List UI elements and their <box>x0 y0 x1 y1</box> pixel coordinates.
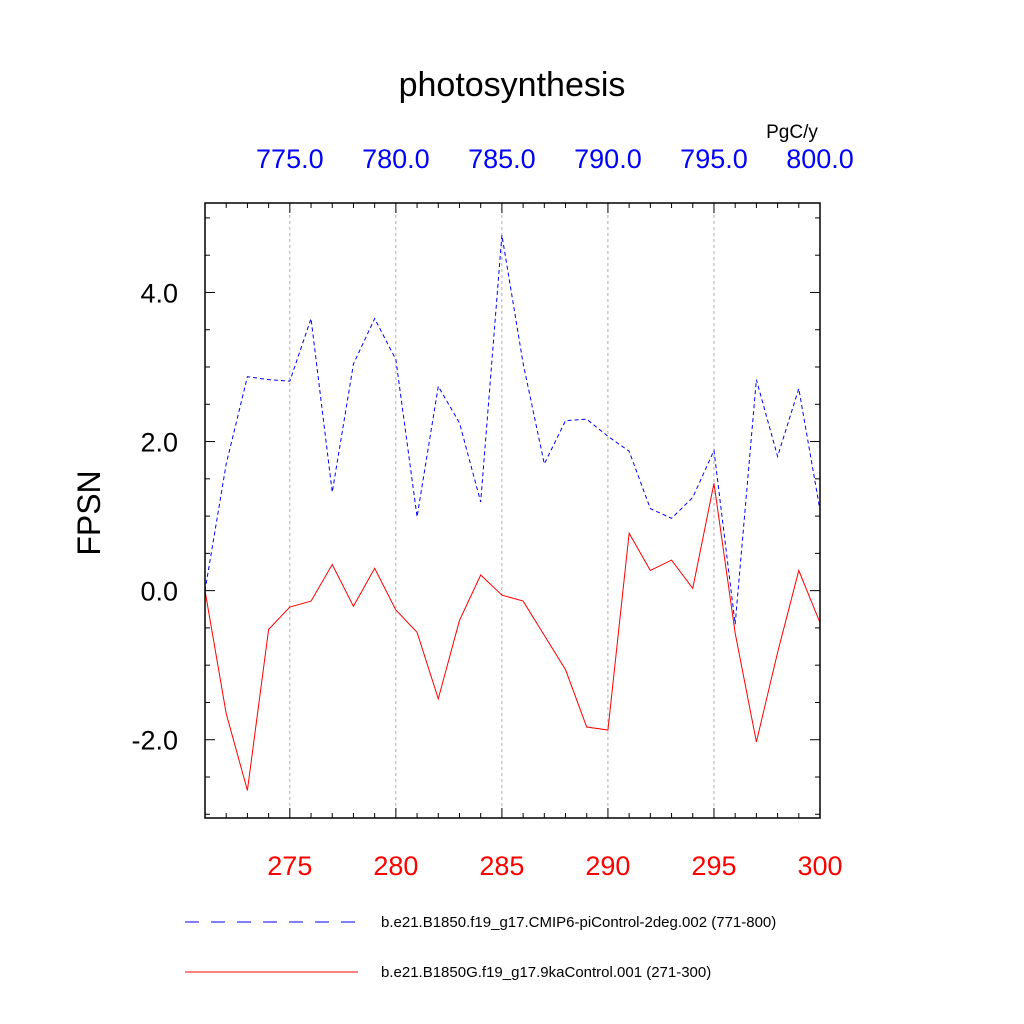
bottom-tick-label: 275 <box>267 851 312 881</box>
legend: b.e21.B1850.f19_g17.CMIP6-piControl-2deg… <box>185 914 776 981</box>
y-tick-label: -2.0 <box>131 726 178 756</box>
bottom-tick-label: 280 <box>373 851 418 881</box>
bottom-tick-label: 290 <box>585 851 630 881</box>
y-axis-label: FPSN <box>71 470 107 555</box>
legend-label-2: b.e21.B1850G.f19_g17.9kaControl.001 (271… <box>381 964 711 981</box>
axis-ticks <box>204 203 821 818</box>
plot-frame <box>204 202 821 819</box>
grid-lines <box>289 203 715 818</box>
bottom-tick-label: 295 <box>691 851 736 881</box>
top-tick-label: 800.0 <box>786 144 854 174</box>
plot-series <box>204 234 821 791</box>
top-tick-label: 775.0 <box>256 144 324 174</box>
y-tick-label: 0.0 <box>140 577 178 607</box>
plot-frame-border <box>204 202 821 819</box>
chart-title: photosynthesis <box>399 66 626 104</box>
y-tick-label: 2.0 <box>140 428 178 458</box>
top-tick-label: 795.0 <box>680 144 748 174</box>
units-label: PgC/y <box>766 122 818 143</box>
top-tick-label: 780.0 <box>362 144 430 174</box>
top-tick-label: 785.0 <box>468 144 536 174</box>
series-line-2 <box>204 483 821 791</box>
bottom-tick-label: 300 <box>797 851 842 881</box>
legend-label-1: b.e21.B1850.f19_g17.CMIP6-piControl-2deg… <box>381 914 776 931</box>
axis-tick-labels: -2.0 0.0 2.0 4.0 275 280 285 290 295 300 775.0 780.… <box>131 144 853 881</box>
bottom-tick-label: 285 <box>479 851 524 881</box>
series-line-1 <box>204 234 821 625</box>
top-tick-label: 790.0 <box>574 144 642 174</box>
y-tick-label: 4.0 <box>140 278 178 308</box>
